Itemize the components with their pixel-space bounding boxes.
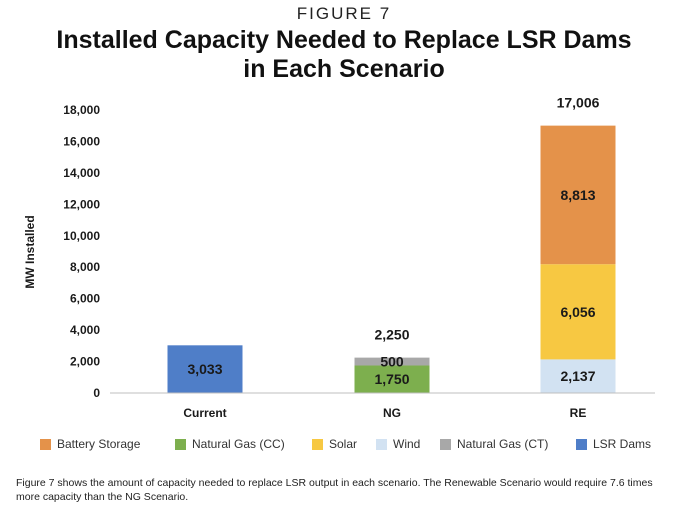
chart-title-line-2: in Each Scenario <box>243 55 445 83</box>
legend-item: LSR Dams <box>576 437 651 451</box>
legend-item: Battery Storage <box>40 437 140 451</box>
legend-label: Battery Storage <box>57 437 141 451</box>
data-label: 2,137 <box>560 368 595 384</box>
y-axis-label: MW Installed <box>23 215 37 289</box>
data-label: 6,056 <box>560 304 595 320</box>
bar-segment <box>540 125 616 265</box>
data-label: 1,750 <box>374 371 409 387</box>
total-label: 17,006 <box>557 95 600 111</box>
bar-segment <box>540 264 616 360</box>
legend-swatch <box>40 438 51 450</box>
y-tick-label: 12,000 <box>63 197 100 211</box>
y-tick-label: 16,000 <box>63 134 100 148</box>
y-tick-label: 8,000 <box>70 260 100 274</box>
legend-label: Natural Gas (CC) <box>192 437 285 451</box>
bar-segment <box>167 345 243 393</box>
y-tick-label: 0 <box>93 386 100 400</box>
data-label: 500 <box>380 354 404 370</box>
legend-label: LSR Dams <box>593 437 652 451</box>
legend-swatch <box>440 438 451 450</box>
chart-legend: Battery Storage Natural Gas (CC) Solar Wind… <box>40 437 680 455</box>
x-tick-label: Current <box>183 406 226 420</box>
y-tick-label: 6,000 <box>70 292 100 306</box>
chart-title-line-1: Installed Capacity Needed to Replace LSR… <box>56 26 632 54</box>
legend-item: Natural Gas (CC) <box>175 437 285 451</box>
legend-item: Natural Gas (CT) <box>440 437 548 451</box>
x-tick-label: RE <box>570 406 587 420</box>
total-label: 2,250 <box>374 327 409 343</box>
legend-label: Solar <box>329 437 358 451</box>
chart-title: Installed Capacity Needed to Replace LSR… <box>0 26 688 84</box>
data-label: 8,813 <box>560 187 595 203</box>
legend-item: Wind <box>376 437 420 451</box>
bar-segment <box>354 365 430 393</box>
legend-swatch <box>576 438 587 450</box>
stacked-bar-chart: 0 2,000 4,000 6,000 8,000 10,000 12,000 14,000 1… <box>63 95 655 420</box>
y-tick-label: 2,000 <box>70 355 100 369</box>
y-tick-label: 18,000 <box>63 103 100 117</box>
legend-label: Wind <box>393 437 421 451</box>
legend-swatch <box>312 438 323 450</box>
data-label: 3,033 <box>187 361 222 377</box>
figure-label: FIGURE 7 <box>296 4 392 23</box>
x-tick-label: NG <box>383 406 401 420</box>
legend-swatch <box>376 438 387 450</box>
legend-item: Solar <box>312 437 357 451</box>
y-tick-label: 10,000 <box>63 229 100 243</box>
figure-caption: Figure 7 shows the amount of capacity ne… <box>16 477 653 503</box>
legend-swatch <box>175 438 186 450</box>
y-tick-label: 14,000 <box>63 166 100 180</box>
bar-segment <box>354 357 430 366</box>
bar-segment <box>540 359 616 393</box>
y-tick-label: 4,000 <box>70 323 100 337</box>
legend-label: Natural Gas (CT) <box>457 437 549 451</box>
